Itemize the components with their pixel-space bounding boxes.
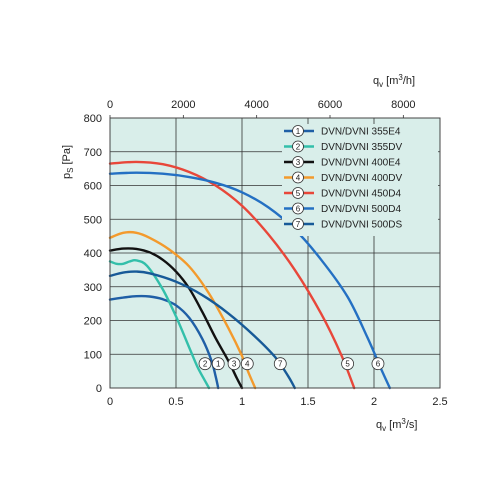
curve-marker-6	[371, 357, 385, 371]
y-tick-label: 700	[84, 147, 102, 159]
curve-marker-label: 4	[245, 360, 250, 369]
legend-label: DVN/DVNI 355DV	[321, 142, 402, 153]
x-tick-label: 0.5	[168, 396, 183, 408]
y-tick-label: 0	[96, 383, 102, 395]
legend-marker-label: 1	[296, 127, 301, 136]
legend-marker	[292, 125, 304, 137]
y-tick-label: 200	[84, 316, 102, 328]
legend: 1 DVN/DVNI 355E4 2 DVN/DVNI 355DV 3 DVN/DVNI …	[282, 124, 438, 236]
curve-marker-label: 5	[345, 360, 350, 369]
x-tick-label: 0	[107, 396, 113, 408]
curve-marker-label: 2	[203, 360, 208, 369]
legend-label: DVN/DVNI 500DS	[321, 220, 402, 231]
legend-label: DVN/DVNI 355E4	[321, 127, 401, 138]
plot-frame	[109, 117, 441, 389]
curve-2	[108, 258, 211, 390]
curve-6	[108, 171, 391, 390]
legend-marker	[292, 171, 304, 184]
y-tick-label: 100	[84, 349, 102, 361]
legend-marker-label: 7	[296, 220, 301, 229]
x-tick-label: 2.5	[432, 396, 447, 408]
x2-tick-label: 2000	[171, 99, 195, 111]
curve-marker-label: 6	[376, 360, 381, 369]
x2-axis-label: qv [m3/h]	[373, 73, 415, 89]
x-tick-label: 1	[239, 396, 245, 408]
x2-tick-label: 8000	[391, 99, 415, 111]
curve-marker-label: 7	[278, 360, 283, 369]
x-axis-label: qv [m3/s]	[376, 417, 417, 433]
x-tick-labels: 0 0.5 1 1.5 2 2.5	[107, 396, 448, 408]
curve-marker-2	[198, 357, 212, 371]
x2-tick-label: 0	[107, 99, 113, 111]
y-tick-label: 600	[84, 181, 102, 193]
legend-marker	[292, 187, 304, 199]
x2-tick-label: 4000	[244, 99, 268, 111]
curve-marker-3	[227, 357, 241, 371]
y-tick-label: 800	[84, 113, 102, 125]
legend-marker	[292, 140, 304, 153]
legend-label: DVN/DVNI 400DV	[321, 173, 402, 184]
legend-marker	[292, 218, 304, 230]
legend-label: DVN/DVNI 400E4	[321, 158, 401, 169]
legend-marker-label: 2	[296, 143, 301, 152]
legend-background	[282, 124, 438, 236]
y-tick-label: 500	[84, 214, 102, 226]
legend-marker	[292, 156, 304, 168]
legend-marker-label: 6	[296, 205, 301, 214]
x-tick-label: 2	[371, 396, 377, 408]
curve-marker-1	[211, 357, 225, 371]
legend-label: DVN/DVNI 450D4	[321, 189, 401, 200]
x2-tick-labels: 0 2000 4000 6000 8000	[107, 99, 416, 118]
x2-tick-label: 6000	[318, 99, 342, 111]
y-tick-label: 400	[84, 248, 102, 260]
y-tick-labels: 0 100 200 300 400 500 600 700 800	[84, 113, 102, 395]
curve-marker-7	[273, 357, 287, 371]
y-tick-label: 300	[84, 282, 102, 294]
y-axis-label: pS [Pa]	[61, 145, 75, 179]
legend-marker-label: 3	[296, 158, 301, 167]
curve-marker-label: 1	[216, 360, 221, 369]
curve-marker-label: 3	[232, 360, 237, 369]
legend-marker-label: 5	[296, 189, 301, 198]
curve-5	[108, 160, 356, 390]
curve-marker-4	[240, 357, 254, 371]
x-tick-label: 1.5	[300, 396, 315, 408]
legend-marker-label: 4	[296, 174, 301, 183]
legend-label: DVN/DVNI 500D4	[321, 204, 401, 215]
legend-marker	[292, 202, 304, 215]
curve-marker-5	[341, 357, 355, 371]
